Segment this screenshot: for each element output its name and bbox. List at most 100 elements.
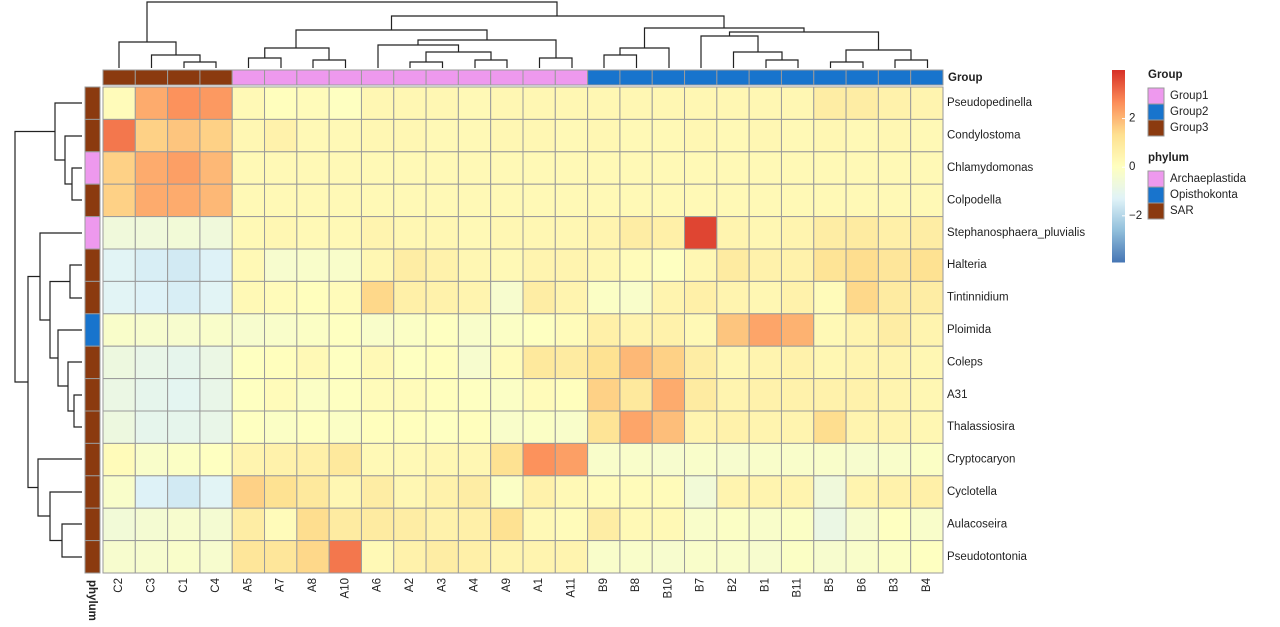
legend-label: Group2 bbox=[1170, 106, 1208, 118]
colorbar-segment bbox=[1112, 78, 1125, 81]
column-annotation-cell bbox=[910, 69, 944, 86]
column-label: A11 bbox=[565, 578, 577, 598]
row-label: Tintinnidium bbox=[947, 292, 1009, 304]
heatmap-cell bbox=[393, 410, 427, 444]
heatmap-cell bbox=[813, 86, 847, 120]
column-annotation-cell bbox=[296, 69, 330, 86]
heatmap-cell bbox=[554, 248, 589, 282]
colorbar-segment bbox=[1112, 230, 1125, 233]
heatmap-cell bbox=[296, 410, 330, 444]
heatmap-cell bbox=[134, 410, 169, 444]
heatmap-cell bbox=[619, 183, 653, 218]
heatmap-cell bbox=[167, 118, 201, 153]
heatmap-cell bbox=[813, 475, 847, 509]
heatmap-cell bbox=[360, 475, 395, 509]
legend-label: Archaeplastida bbox=[1170, 173, 1247, 185]
colorbar-segment bbox=[1112, 194, 1125, 197]
heatmap-cell bbox=[877, 410, 912, 444]
heatmap-cell bbox=[587, 216, 621, 250]
colorbar-segment bbox=[1112, 248, 1125, 251]
heatmap-cell bbox=[910, 313, 944, 347]
heatmap-cell bbox=[199, 540, 233, 574]
heatmap-cell bbox=[619, 442, 653, 477]
heatmap-cell bbox=[716, 313, 750, 347]
colorbar-segment bbox=[1112, 238, 1125, 241]
heatmap-cell bbox=[231, 442, 266, 477]
column-label: A2 bbox=[404, 578, 416, 592]
heatmap-cell bbox=[457, 118, 492, 153]
heatmap-cell bbox=[780, 442, 815, 477]
heatmap-cell bbox=[910, 410, 944, 444]
column-label: B1 bbox=[759, 578, 771, 592]
column-label: A8 bbox=[307, 578, 319, 592]
heatmap-cell bbox=[651, 86, 686, 120]
column-annotation-cell bbox=[231, 69, 266, 86]
heatmap-cell bbox=[328, 540, 362, 574]
colorbar-segment bbox=[1112, 92, 1125, 95]
heatmap-cell bbox=[231, 507, 266, 542]
heatmap-cell bbox=[684, 507, 718, 542]
heatmap-cell bbox=[651, 118, 686, 153]
heatmap-cell bbox=[910, 118, 944, 153]
heatmap-cell bbox=[748, 216, 782, 250]
heatmap-cell bbox=[522, 313, 556, 347]
heatmap-cell bbox=[199, 378, 233, 412]
heatmap-cell bbox=[651, 280, 686, 315]
heatmap-cell bbox=[619, 313, 653, 347]
heatmap-cell bbox=[813, 248, 847, 282]
colorbar-segment bbox=[1112, 258, 1125, 261]
colorbar-segment bbox=[1112, 138, 1125, 141]
heatmap-cell bbox=[845, 507, 879, 542]
legend-title: Group bbox=[1148, 69, 1183, 81]
heatmap-cell bbox=[877, 442, 912, 477]
colorbar-segment bbox=[1112, 114, 1125, 117]
heatmap-cell bbox=[684, 151, 718, 185]
heatmap-cell bbox=[845, 248, 879, 282]
heatmap-cell bbox=[102, 410, 136, 444]
heatmap-cell bbox=[619, 86, 653, 120]
heatmap-cell bbox=[619, 410, 653, 444]
heatmap-cell bbox=[748, 345, 782, 380]
heatmap-cell bbox=[328, 442, 362, 477]
heatmap-cell bbox=[716, 507, 750, 542]
heatmap-cell bbox=[554, 216, 589, 250]
heatmap-cell bbox=[522, 442, 556, 477]
row-annotation-cell bbox=[84, 86, 101, 120]
heatmap-cell bbox=[231, 540, 266, 574]
heatmap-cell bbox=[328, 118, 362, 153]
colorbar-segment bbox=[1112, 216, 1125, 219]
row-annotation-cell bbox=[84, 378, 101, 412]
colorbar-segment bbox=[1112, 110, 1125, 113]
row-label: Pseudopedinella bbox=[947, 97, 1033, 109]
heatmap-cell bbox=[102, 507, 136, 542]
heatmap-cell bbox=[522, 216, 556, 250]
heatmap-cell bbox=[716, 86, 750, 120]
heatmap-cell bbox=[716, 248, 750, 282]
colorbar-segment bbox=[1112, 132, 1125, 135]
row-annotation-cell bbox=[84, 507, 101, 542]
colorbar-segment bbox=[1112, 96, 1125, 99]
colorbar-segment bbox=[1112, 168, 1125, 171]
heatmap-cell bbox=[490, 280, 524, 315]
heatmap-cell bbox=[490, 313, 524, 347]
heatmap-cell bbox=[199, 151, 233, 185]
heatmap-cell bbox=[393, 280, 427, 315]
row-annotation-cell bbox=[84, 280, 101, 315]
heatmap-cell bbox=[490, 345, 524, 380]
colorbar-segment bbox=[1112, 244, 1125, 247]
heatmap-cell bbox=[651, 540, 686, 574]
heatmap-cell bbox=[457, 410, 492, 444]
row-label: Thalassiosira bbox=[947, 421, 1015, 433]
colorbar-segment bbox=[1112, 212, 1125, 215]
colorbar-segment bbox=[1112, 254, 1125, 257]
heatmap-cell bbox=[877, 313, 912, 347]
heatmap-cell bbox=[780, 345, 815, 380]
heatmap-cell bbox=[296, 183, 330, 218]
heatmap-cell bbox=[845, 86, 879, 120]
heatmap-cell bbox=[167, 183, 201, 218]
heatmap-cell bbox=[877, 151, 912, 185]
heatmap-cell bbox=[845, 313, 879, 347]
colorbar-segment bbox=[1112, 150, 1125, 153]
colorbar-segment bbox=[1112, 176, 1125, 179]
heatmap-cell bbox=[102, 378, 136, 412]
